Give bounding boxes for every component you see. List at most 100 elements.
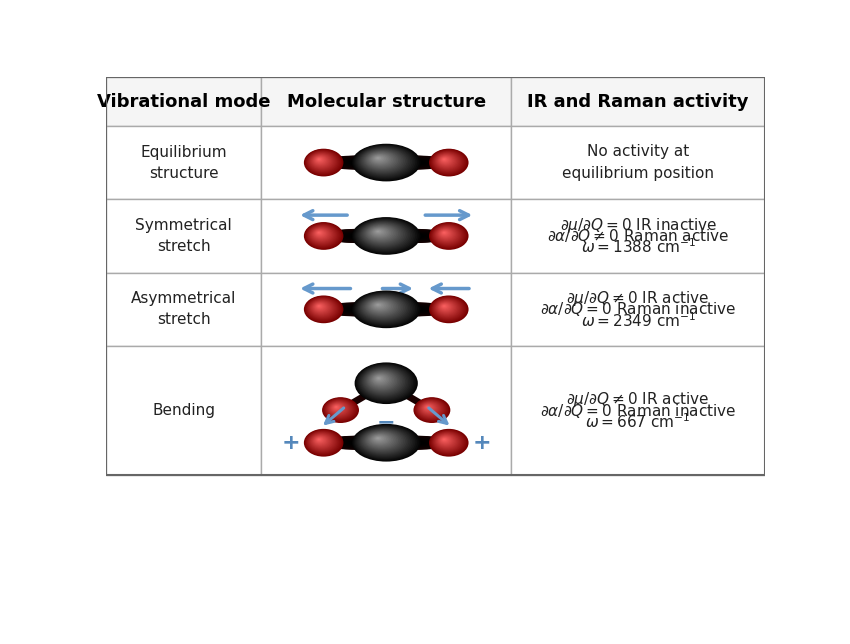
Ellipse shape (310, 153, 332, 169)
Ellipse shape (440, 437, 450, 444)
Ellipse shape (332, 303, 441, 315)
Ellipse shape (436, 227, 457, 242)
Ellipse shape (370, 227, 391, 239)
Text: $\omega = 667$ cm$^{-1}$: $\omega = 667$ cm$^{-1}$ (586, 412, 691, 431)
Ellipse shape (328, 402, 348, 416)
Ellipse shape (371, 434, 389, 444)
Ellipse shape (434, 432, 462, 451)
Ellipse shape (376, 376, 383, 381)
Ellipse shape (313, 155, 329, 166)
Ellipse shape (377, 437, 379, 439)
Ellipse shape (433, 151, 462, 172)
Ellipse shape (443, 232, 445, 233)
Ellipse shape (374, 308, 399, 310)
Ellipse shape (334, 437, 439, 448)
Ellipse shape (354, 159, 418, 166)
Ellipse shape (436, 301, 456, 314)
Ellipse shape (366, 298, 398, 316)
Ellipse shape (369, 307, 404, 311)
Ellipse shape (332, 404, 343, 412)
Ellipse shape (347, 305, 426, 314)
Ellipse shape (430, 149, 466, 175)
Ellipse shape (371, 227, 389, 238)
Ellipse shape (307, 431, 338, 453)
Ellipse shape (439, 229, 451, 238)
Text: Vibrational mode: Vibrational mode (97, 93, 270, 111)
Ellipse shape (317, 305, 321, 308)
Ellipse shape (358, 365, 413, 401)
Ellipse shape (334, 231, 439, 242)
Ellipse shape (354, 145, 417, 180)
Ellipse shape (372, 435, 386, 442)
Text: No activity at
equilibrium position: No activity at equilibrium position (562, 144, 714, 181)
Ellipse shape (359, 365, 411, 400)
Ellipse shape (303, 296, 343, 323)
Ellipse shape (440, 303, 450, 310)
Ellipse shape (379, 442, 394, 444)
Ellipse shape (352, 290, 421, 328)
Ellipse shape (306, 150, 340, 174)
Ellipse shape (309, 433, 333, 450)
Ellipse shape (312, 228, 330, 240)
Ellipse shape (371, 373, 391, 386)
Ellipse shape (321, 436, 450, 450)
Bar (261, 77, 512, 126)
Ellipse shape (382, 162, 391, 163)
Ellipse shape (315, 230, 325, 237)
Ellipse shape (342, 438, 431, 448)
Ellipse shape (349, 305, 423, 314)
Ellipse shape (370, 372, 393, 388)
Ellipse shape (430, 296, 466, 321)
Ellipse shape (366, 370, 399, 392)
Ellipse shape (361, 440, 411, 446)
Ellipse shape (442, 305, 446, 308)
Ellipse shape (356, 364, 415, 402)
Ellipse shape (332, 156, 441, 169)
Ellipse shape (372, 155, 386, 162)
Ellipse shape (316, 231, 322, 235)
Text: $\partial\mu/\partial Q \neq 0$ IR active: $\partial\mu/\partial Q \neq 0$ IR activ… (566, 289, 710, 308)
Text: $\partial\mu/\partial Q = 0$ IR inactive: $\partial\mu/\partial Q = 0$ IR inactive (559, 216, 717, 234)
Ellipse shape (439, 156, 451, 164)
Ellipse shape (332, 230, 441, 242)
Ellipse shape (314, 435, 327, 446)
Ellipse shape (438, 155, 454, 166)
Ellipse shape (352, 159, 421, 166)
Ellipse shape (352, 306, 421, 313)
Text: Bending: Bending (152, 403, 215, 418)
Ellipse shape (309, 299, 335, 317)
Ellipse shape (360, 295, 407, 321)
Ellipse shape (337, 437, 436, 448)
Ellipse shape (435, 299, 459, 316)
Ellipse shape (434, 225, 462, 245)
Ellipse shape (333, 405, 341, 410)
Ellipse shape (317, 302, 456, 317)
Ellipse shape (304, 223, 343, 249)
Ellipse shape (352, 144, 421, 182)
Ellipse shape (438, 302, 454, 313)
Ellipse shape (347, 158, 426, 167)
Bar (512, 346, 765, 475)
Ellipse shape (367, 370, 397, 390)
Ellipse shape (354, 232, 418, 240)
Ellipse shape (305, 223, 341, 248)
Ellipse shape (379, 162, 394, 164)
Ellipse shape (429, 149, 468, 176)
Bar (512, 77, 765, 126)
Ellipse shape (314, 228, 458, 243)
Ellipse shape (357, 147, 412, 176)
Ellipse shape (353, 291, 419, 327)
Ellipse shape (371, 435, 388, 444)
Ellipse shape (320, 302, 453, 316)
Ellipse shape (326, 400, 352, 418)
Ellipse shape (361, 160, 411, 166)
Ellipse shape (377, 308, 396, 310)
Ellipse shape (352, 424, 421, 462)
Ellipse shape (326, 400, 354, 419)
Ellipse shape (422, 404, 435, 413)
Ellipse shape (362, 430, 404, 452)
Ellipse shape (356, 146, 414, 178)
Ellipse shape (312, 228, 461, 244)
Ellipse shape (309, 153, 333, 169)
Ellipse shape (329, 303, 444, 316)
